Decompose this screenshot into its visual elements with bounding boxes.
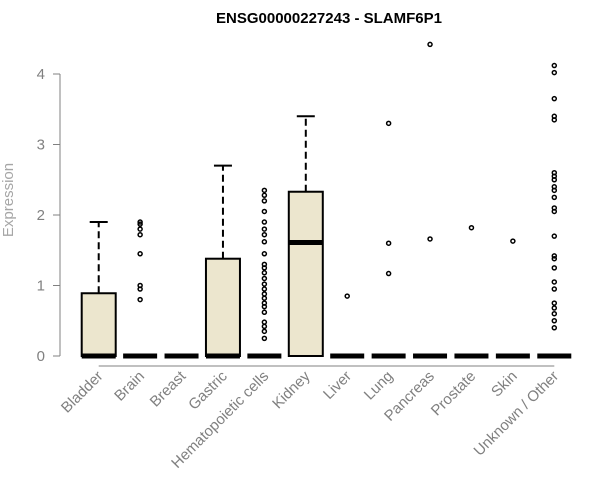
outlier-point [261, 291, 268, 297]
x-tick-label: Brain [111, 368, 148, 405]
outlier-point [385, 240, 392, 246]
box-group [454, 224, 489, 359]
outlier-point [510, 238, 516, 244]
outlier-point [551, 69, 558, 76]
outlier-point [427, 236, 433, 242]
outlier-point [137, 226, 143, 232]
outlier-point [261, 198, 268, 204]
outlier-point [261, 239, 268, 245]
box [287, 190, 324, 357]
outlier-point [261, 328, 268, 335]
x-tick-label: Kidney [269, 367, 314, 412]
outlier-point [261, 275, 268, 282]
outlier-point [551, 279, 558, 285]
outlier-point [261, 231, 268, 238]
outlier-point [261, 270, 268, 276]
box-group [80, 221, 117, 359]
y-tick-label: 1 [37, 278, 45, 295]
outlier-point [551, 184, 558, 190]
y-axis-label: Expression [0, 163, 17, 237]
box-group [413, 41, 448, 359]
outlier-point [551, 310, 558, 317]
x-tick-label: Lung [361, 368, 397, 404]
x-tick-label: Breast [147, 367, 190, 410]
outlier-point [261, 319, 268, 325]
chart-title: ENSG00000227243 - SLAMF6P1 [216, 10, 442, 27]
box-group [204, 164, 241, 359]
outlier-point [261, 335, 268, 342]
outlier-point [137, 251, 143, 257]
outlier-point [551, 62, 558, 69]
outlier-point [261, 309, 268, 316]
boxes [80, 41, 572, 359]
y-tick-label: 2 [37, 207, 45, 224]
outlier-point [551, 253, 558, 259]
outlier-point [261, 208, 268, 215]
box-group [371, 120, 406, 359]
outlier-point [427, 41, 433, 48]
box-group [537, 62, 572, 359]
outlier-point [551, 265, 558, 271]
outlier-point [261, 323, 268, 330]
outlier-point [551, 95, 558, 102]
outlier-point [344, 293, 350, 299]
x-tick-label: Prostate [428, 368, 480, 420]
outlier-point [261, 251, 268, 257]
outlier-point [551, 113, 558, 120]
outlier-point [137, 296, 143, 303]
outlier-point [551, 325, 558, 331]
outlier-point [551, 194, 558, 201]
outlier-point [261, 300, 268, 306]
outlier-point [137, 221, 143, 227]
outlier-point [261, 187, 268, 194]
box-group [123, 219, 158, 359]
y-tick-label: 3 [37, 137, 45, 154]
outlier-point [261, 295, 268, 301]
outlier-point [261, 192, 268, 199]
outlier-point [551, 255, 558, 262]
outlier-point [551, 286, 558, 292]
box-group [330, 293, 365, 359]
box-group [247, 187, 282, 359]
outlier-point [551, 300, 558, 306]
outlier-point [261, 219, 268, 225]
x-tick-label: Skin [488, 368, 521, 401]
y-tick-label: 4 [37, 66, 45, 83]
box-group [287, 115, 324, 357]
x-tick-label: Liver [320, 368, 355, 403]
box [204, 257, 241, 357]
outlier-point [551, 305, 558, 311]
outlier-point [551, 233, 558, 239]
outlier-point [385, 120, 392, 127]
outlier-point [261, 261, 268, 268]
outlier-point [551, 318, 558, 324]
box-group [495, 238, 530, 359]
box [80, 292, 117, 358]
outlier-point [385, 270, 392, 277]
y-tick-label: 0 [37, 348, 45, 365]
outlier-point [137, 282, 143, 289]
outlier-point [551, 205, 558, 211]
outlier-point [137, 231, 143, 238]
outlier-point [551, 169, 558, 176]
outlier-point [261, 286, 268, 292]
axes: 0 1 2 3 4 [37, 66, 555, 367]
outlier-point [261, 281, 268, 287]
x-tick-label: Bladder [58, 368, 107, 417]
outlier-point [468, 224, 475, 231]
outlier-point [137, 219, 143, 225]
outlier-point [261, 226, 268, 232]
